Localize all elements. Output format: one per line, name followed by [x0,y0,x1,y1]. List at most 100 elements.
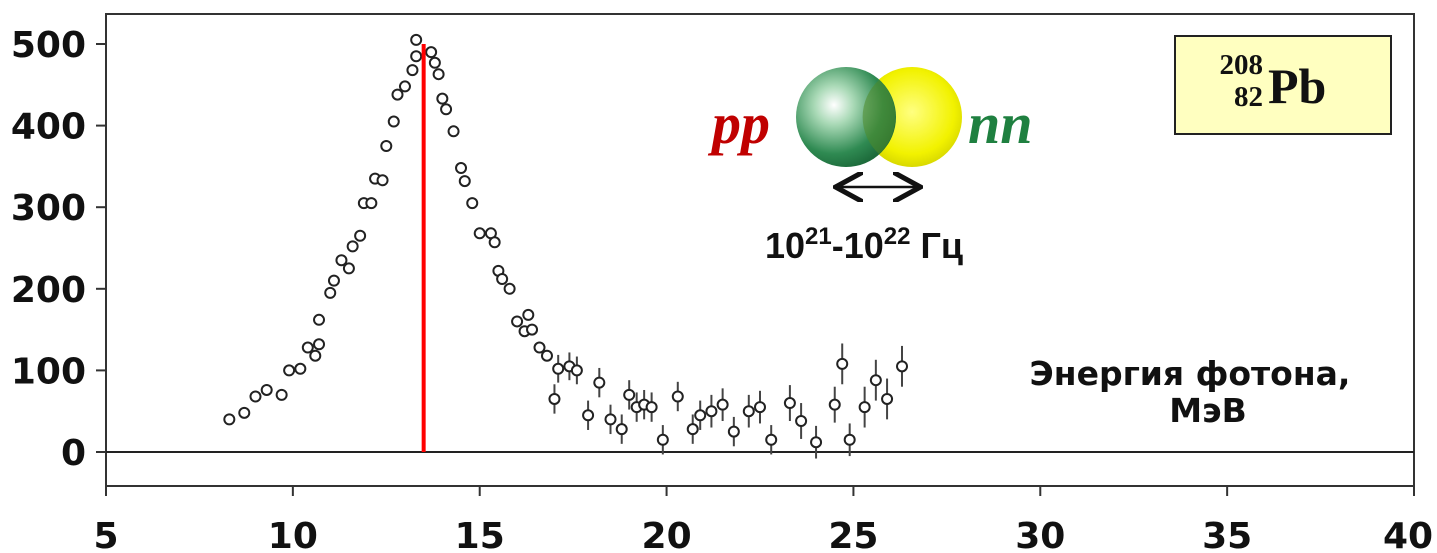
data-point [869,374,882,387]
data-point [742,405,755,418]
x-tick-label: 5 [93,516,118,553]
element-symbol: Pb [1268,58,1326,114]
nucleus-box [1174,35,1392,135]
x-tick-label: 15 [455,516,505,553]
y-tick-label: 0 [61,433,86,474]
y-tick-label: 100 [11,351,86,392]
mass-number: 208 [1220,49,1264,81]
x-tick-label: 40 [1383,516,1433,553]
data-point [309,349,322,362]
data-point [540,349,553,362]
data-point [896,360,909,373]
data-point [354,229,367,242]
x-axis-label-line1: Энергия фотона, [1030,354,1351,393]
data-point [604,413,617,426]
data-point [754,401,766,414]
data-point [313,338,326,351]
data-point [410,50,423,63]
x-tick-label: 20 [642,516,692,553]
data-point [582,409,595,422]
data-point [671,390,684,403]
data-point [425,46,438,59]
x-tick-label: 35 [1202,516,1252,553]
data-point [223,413,236,426]
data-point [694,409,707,422]
atomic-number: 82 [1234,81,1263,113]
data-point [376,174,389,187]
data-point [533,341,546,354]
data-point [496,273,509,286]
frequency-label: 1021-1022 Гц [765,223,963,266]
data-point [645,401,658,414]
data-point [593,376,606,389]
data-point [428,56,441,69]
data-point [548,392,561,405]
y-axis-ticks: 0 100 200 300 400 500 [11,25,106,474]
data-point [327,274,340,287]
data-point [365,197,378,210]
data-point [466,197,479,210]
data-point [836,357,849,370]
x-axis-ticks: 5 10 15 20 25 30 35 40 [93,486,1433,553]
data-point [380,140,393,152]
data-point [440,103,453,116]
data-point [843,433,856,446]
x-tick-label: 10 [268,516,318,553]
data-point [447,125,460,138]
data-point [615,423,628,436]
y-tick-label: 500 [11,25,86,66]
data-point [275,388,288,401]
data-point [522,308,535,321]
y-tick-label: 200 [11,270,86,311]
data-point [473,227,486,240]
data-point [705,405,718,418]
data-point [436,92,449,105]
data-point [686,423,699,436]
x-tick-label: 25 [828,516,878,553]
data-point [249,390,262,403]
data-point [432,68,445,81]
data-point [324,286,337,299]
data-point [570,364,583,377]
data-point [623,388,636,401]
data-point [881,392,894,405]
data-point [391,88,404,101]
x-tick-label: 30 [1015,516,1065,553]
data-point [783,397,796,410]
sphere-overlap [862,80,896,154]
data-point [488,236,501,249]
x-axis-label-line2: МэВ [1169,391,1247,430]
data-point [387,115,400,128]
data-point [458,175,471,188]
data-points [223,33,909,459]
data-point [301,341,314,354]
data-point [283,364,296,377]
data-point [511,315,524,328]
data-point [410,33,423,46]
y-tick-label: 400 [11,107,86,148]
data-point [455,162,468,175]
data-point [335,254,348,267]
data-point [858,401,871,414]
pp-label: pp [707,91,770,156]
oscillation-diagram: pp nn 1021-1022 Гц [707,67,1033,266]
nn-label: nn [968,91,1033,156]
data-point [313,313,326,326]
data-point [294,362,307,375]
data-point [238,406,251,419]
data-point [346,240,359,253]
data-point [503,282,516,295]
data-point [406,64,419,77]
data-point [828,398,841,411]
data-point [727,425,740,438]
data-point [716,398,729,411]
data-point [552,362,565,375]
data-point [656,433,669,446]
data-point [398,80,411,93]
data-point [810,436,823,449]
plot-frame [105,13,1415,487]
y-tick-label: 300 [11,188,86,229]
data-point [260,383,273,396]
data-point [765,433,778,446]
